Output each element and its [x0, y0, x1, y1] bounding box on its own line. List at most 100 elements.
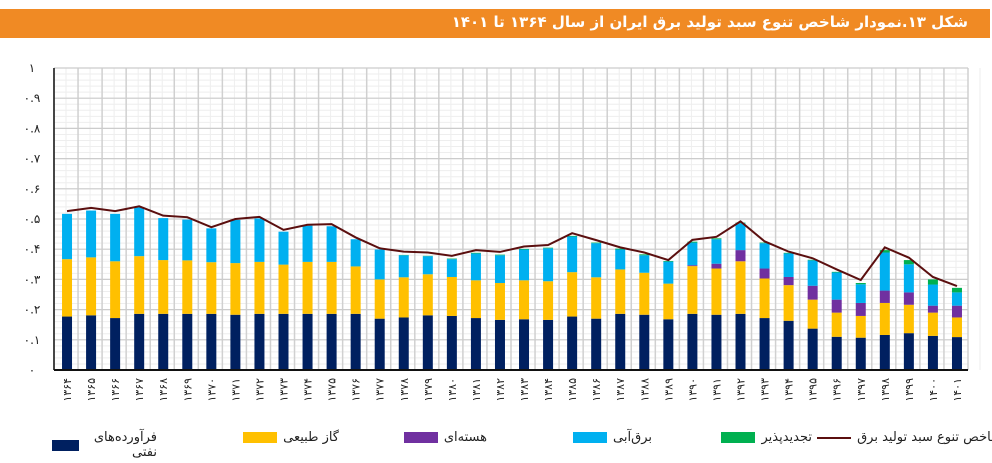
bar-segment-3	[86, 210, 97, 258]
bar-segment-3	[422, 256, 433, 275]
bar-segment-1	[350, 266, 361, 314]
x-tick-label: ۱۳۷۳	[278, 378, 291, 402]
bar-segment-0	[158, 313, 169, 370]
y-tick-label: ۰.۵	[24, 212, 41, 226]
bar-segment-3	[951, 292, 962, 306]
bar-segment-0	[855, 337, 866, 370]
x-tick-label: ۱۳۷۶	[350, 378, 363, 402]
bar-segment-1	[639, 272, 650, 315]
bar-segment-0	[182, 313, 193, 370]
bar-segment-1	[687, 266, 698, 314]
legend-swatch	[52, 439, 79, 451]
x-tick-label: ۱۳۶۸	[157, 378, 170, 402]
x-tick-label: ۱۳۷۷	[374, 378, 387, 402]
bar-segment-4	[831, 271, 842, 273]
x-tick-label: ۱۳۷۱	[229, 378, 242, 402]
x-tick-label: ۱۳۷۰	[205, 378, 218, 402]
bar-segment-3	[711, 239, 722, 264]
legend-item: گاز طبیعی	[243, 430, 339, 445]
x-tick-label: ۱۳۹۶	[831, 378, 844, 402]
bar-segment-0	[615, 313, 626, 370]
bar-segment-1	[855, 315, 866, 338]
bar-segment-1	[110, 261, 121, 319]
bar-segment-3	[158, 218, 169, 261]
bar-segment-4	[807, 259, 818, 261]
bar-segment-3	[350, 239, 361, 267]
bar-segment-3	[326, 226, 337, 262]
title-bar: شکل ۱۳.نمودار شاخص تنوع سبد تولید برق ای…	[0, 9, 990, 38]
bar-segment-0	[422, 315, 433, 370]
bar-segment-3	[879, 252, 890, 291]
x-tick-label: ۱۳۹۰	[686, 378, 699, 402]
legend-label: تجدیدپذیر	[761, 430, 812, 445]
bar-segment-0	[350, 313, 361, 370]
bar-segment-1	[711, 268, 722, 315]
bar-segment-4	[879, 250, 890, 253]
bar-segment-2	[711, 263, 722, 269]
bar-segment-4	[735, 222, 746, 224]
x-tick-label: ۱۳۹۲	[735, 378, 748, 402]
legend-label: شاخص تنوع سبد تولید برق	[857, 430, 992, 445]
bar-segment-1	[398, 277, 409, 318]
bar-segment-1	[182, 260, 193, 314]
bar-segment-1	[326, 261, 337, 314]
chart-title: شکل ۱۳.نمودار شاخص تنوع سبد تولید برق ای…	[451, 13, 968, 31]
legend-label: هسته‌ای	[443, 430, 487, 445]
legend-item: برق‌آبی	[573, 430, 652, 445]
y-tick-label: ۰.۱	[24, 333, 41, 347]
x-tick-label: ۱۳۸۵	[566, 378, 579, 402]
bar-segment-4	[639, 254, 650, 256]
x-tick-label: ۱۳۸۰	[446, 378, 459, 402]
bar-segment-0	[134, 313, 145, 370]
bar-segment-1	[206, 262, 217, 314]
bar-segment-0	[759, 318, 770, 370]
bar-segment-1	[567, 272, 578, 317]
bar-segment-3	[759, 243, 770, 269]
legend-item: فرآورده‌های نفتی	[52, 430, 157, 460]
bar-segment-0	[62, 316, 73, 370]
x-tick-label: ۱۳۷۸	[398, 378, 411, 402]
x-tick-label: ۱۳۷۵	[326, 378, 339, 402]
x-tick-label: ۱۳۸۱	[470, 378, 483, 402]
bar-segment-4	[446, 258, 457, 260]
y-tick-label: ۰.۲	[24, 303, 41, 317]
bar-segment-1	[422, 274, 433, 316]
bar-segment-4	[711, 238, 722, 240]
bar-segment-1	[446, 276, 457, 316]
x-tick-label: ۱۳۹۳	[759, 378, 772, 402]
bar-segment-3	[494, 255, 505, 284]
bar-segment-2	[783, 276, 794, 286]
x-tick-label: ۱۳۸۸	[638, 378, 651, 402]
bar-segment-0	[278, 313, 289, 370]
x-tick-label: ۱۳۶۷	[133, 378, 146, 402]
bar-segment-0	[903, 333, 914, 370]
bar-segment-2	[831, 299, 842, 313]
bar-segment-1	[62, 259, 73, 317]
bar-segment-0	[519, 319, 530, 370]
bar-segment-0	[687, 313, 698, 370]
bar-segment-1	[254, 261, 265, 314]
bar-segment-0	[783, 320, 794, 370]
bar-segment-4	[519, 248, 530, 250]
bar-segment-1	[951, 317, 962, 338]
bar-segment-4	[903, 260, 914, 265]
x-tick-label: ۱۳۸۴	[542, 378, 555, 402]
legend-label: برق‌آبی	[613, 430, 652, 445]
bar-segment-0	[398, 317, 409, 370]
x-tick-label: ۱۴۰۱	[951, 378, 964, 402]
bar-segment-1	[158, 260, 169, 314]
y-tick-label: ۰.۳	[24, 272, 41, 286]
bar-segment-1	[663, 283, 674, 320]
legend-swatch	[721, 432, 756, 443]
bar-segment-3	[374, 249, 385, 280]
bar-segment-0	[567, 316, 578, 370]
bar-segment-3	[639, 255, 650, 273]
bar-segment-2	[807, 285, 818, 300]
bar-segment-0	[591, 318, 602, 370]
x-tick-label: ۱۳۸۳	[518, 378, 531, 402]
bar-segment-0	[230, 314, 241, 370]
bar-segment-1	[927, 312, 938, 336]
bar-segment-3	[831, 272, 842, 300]
bar-segment-2	[687, 265, 698, 267]
bar-segment-0	[831, 336, 842, 370]
